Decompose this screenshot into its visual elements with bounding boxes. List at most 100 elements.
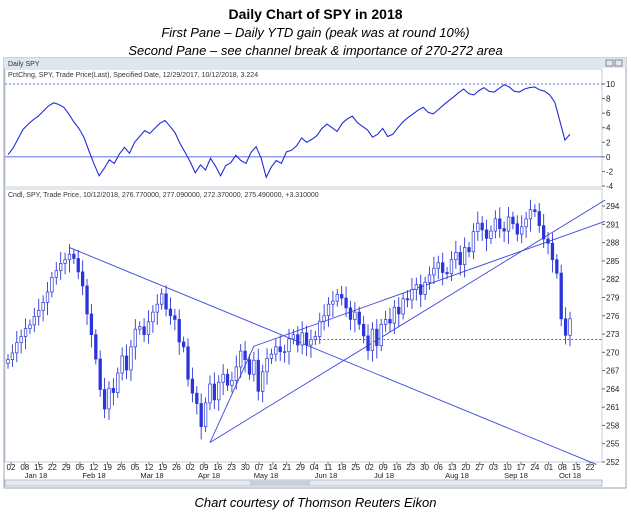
candle <box>50 271 54 298</box>
candle <box>533 204 537 218</box>
candle <box>383 310 388 332</box>
y-tick-label: 4 <box>606 124 611 133</box>
candle <box>124 344 129 380</box>
candle <box>239 344 243 378</box>
month-label: Apr 18 <box>198 471 220 480</box>
candle <box>129 339 133 381</box>
candle <box>318 312 322 344</box>
pane1-plot <box>4 68 603 188</box>
candle <box>146 310 151 344</box>
pane2-plot <box>4 188 603 463</box>
candle <box>195 386 199 415</box>
x-tick-label: 04 <box>310 463 319 472</box>
x-tick-label: 19 <box>158 463 167 472</box>
month-label: Feb 18 <box>82 471 105 480</box>
candle <box>6 354 10 369</box>
candle <box>344 286 348 317</box>
x-tick-label: 29 <box>62 463 71 472</box>
candle <box>498 207 502 238</box>
candle <box>353 302 357 333</box>
maximize-icon[interactable] <box>605 59 614 67</box>
channel-start-line <box>209 346 255 443</box>
candle <box>555 254 559 279</box>
x-tick-label: 22 <box>48 463 57 472</box>
candle <box>559 264 563 327</box>
x-tick-label: 15 <box>572 463 581 472</box>
candle <box>454 240 458 269</box>
candle <box>287 328 291 365</box>
scrollbar-thumb[interactable] <box>250 481 310 485</box>
candle <box>436 255 440 280</box>
candle <box>462 237 467 278</box>
close-icon[interactable] <box>614 59 623 67</box>
footer-credit: Chart courtesy of Thomson Reuters Eikon <box>194 495 437 510</box>
candle <box>427 266 432 290</box>
x-tick-label: 14 <box>268 463 277 472</box>
candle <box>67 244 72 273</box>
candle <box>480 216 484 241</box>
candle <box>502 221 506 243</box>
candle <box>85 278 89 325</box>
candle <box>361 315 366 344</box>
x-tick-label: 07 <box>255 463 264 472</box>
y-tick-label: 10 <box>606 80 615 89</box>
month-label: Aug 18 <box>445 471 469 480</box>
candle <box>28 319 32 335</box>
x-tick-label: 08 <box>20 463 29 472</box>
candle <box>414 277 418 301</box>
candle <box>155 294 159 325</box>
x-tick-label: 02 <box>365 463 374 472</box>
y-tick-label: 285 <box>606 257 620 266</box>
candle <box>120 347 124 381</box>
pane1-y-axis: 10 8 6 4 2 0 -2 -4 <box>602 80 615 191</box>
candle <box>230 371 234 393</box>
x-tick-label: 03 <box>489 463 498 472</box>
candle <box>370 322 375 362</box>
candle <box>511 211 515 230</box>
candle <box>282 344 287 363</box>
month-label: Jul 18 <box>374 471 394 480</box>
candle <box>300 321 304 355</box>
x-tick-label: 10 <box>503 463 512 472</box>
candle <box>256 348 260 401</box>
candle <box>274 338 278 362</box>
x-tick-label: 05 <box>131 463 140 472</box>
candle <box>225 368 230 391</box>
candle <box>19 329 23 354</box>
candle <box>151 305 155 333</box>
candle <box>313 331 317 346</box>
candle <box>563 307 568 345</box>
candle <box>59 251 63 280</box>
candle <box>15 331 19 363</box>
candle <box>76 249 80 280</box>
y-tick-label: 294 <box>606 202 620 211</box>
x-tick-label: 26 <box>117 463 126 472</box>
x-tick-label: 26 <box>172 463 181 472</box>
candle <box>291 329 296 345</box>
candle <box>160 288 164 310</box>
chart-subtitle-2: Second Pane – see channel break & import… <box>128 43 503 58</box>
candle <box>366 324 370 360</box>
candle <box>392 300 397 335</box>
candle <box>107 381 111 420</box>
candle <box>111 378 116 406</box>
candle <box>348 300 353 331</box>
candle <box>23 318 28 350</box>
x-tick-label: 09 <box>200 463 209 472</box>
candle <box>489 225 493 244</box>
candle <box>401 293 405 320</box>
candle <box>304 325 309 356</box>
candle <box>186 338 190 387</box>
y-tick-label: -4 <box>606 182 614 191</box>
channel-upper-line <box>209 199 606 443</box>
y-tick-label: 288 <box>606 239 620 248</box>
pane2-y-axis: 294 291 288 285 282 279 276 273 270 267 264 261 258 2… <box>602 202 620 467</box>
y-tick-label: 291 <box>606 220 620 229</box>
candle <box>493 210 498 239</box>
candle <box>542 214 546 249</box>
candle <box>322 304 326 331</box>
candle <box>357 306 361 330</box>
candle <box>423 276 427 300</box>
x-tick-label: 23 <box>227 463 236 472</box>
y-tick-label: 264 <box>606 385 620 394</box>
